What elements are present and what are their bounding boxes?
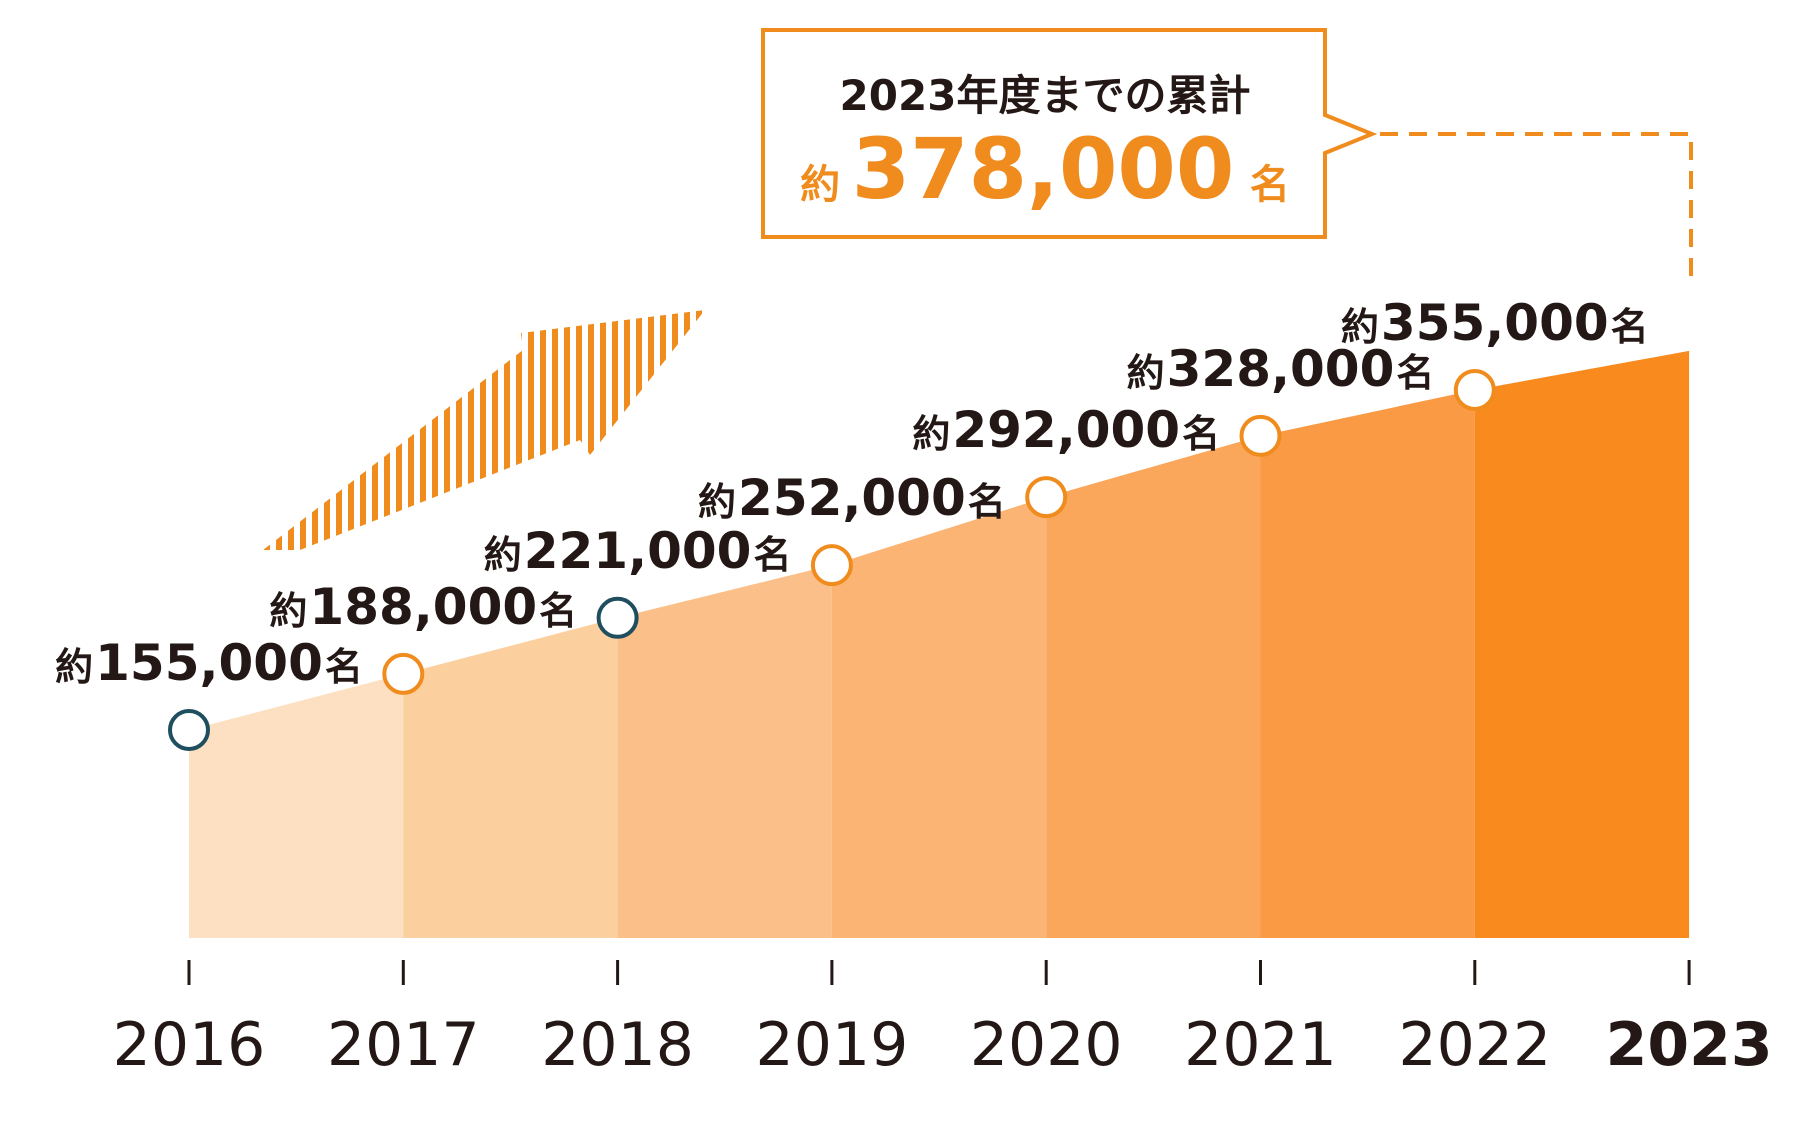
area-bands bbox=[189, 350, 1690, 938]
data-point-2016 bbox=[168, 709, 210, 751]
data-label-2017: 約188,000名 bbox=[269, 578, 577, 636]
x-tick-label-2023: 2023 bbox=[1606, 1010, 1773, 1080]
data-label-2018: 約221,000名 bbox=[484, 522, 792, 580]
data-label-2021: 約328,000名 bbox=[1127, 340, 1435, 398]
x-axis-ticks bbox=[187, 960, 1691, 985]
data-label-2020: 約292,000名 bbox=[912, 401, 1220, 459]
callout-title: 2023年度までの累計 bbox=[840, 71, 1251, 120]
cumulative-callout: 2023年度までの累計 約 378,000 名 bbox=[761, 28, 1693, 284]
area-band-2016 bbox=[189, 673, 404, 938]
callout-box bbox=[761, 28, 1378, 239]
data-point-2019 bbox=[810, 544, 853, 587]
area-band-2019 bbox=[831, 497, 1047, 938]
x-axis-labels: 2016 2017 2018 2019 2020 2021 2022 2023 bbox=[113, 1010, 1773, 1080]
area-band-2022 bbox=[1474, 350, 1690, 938]
data-markers bbox=[168, 369, 1496, 751]
area-band-2020 bbox=[1046, 435, 1261, 938]
x-tick-label-2016: 2016 bbox=[113, 1010, 266, 1080]
x-tick-label-2018: 2018 bbox=[541, 1010, 694, 1080]
data-point-2017 bbox=[382, 652, 425, 695]
x-tick-label-2021: 2021 bbox=[1184, 1010, 1337, 1080]
data-point-2021 bbox=[1239, 414, 1282, 457]
data-label-2022: 約355,000名 bbox=[1341, 294, 1649, 352]
x-tick-label-2022: 2022 bbox=[1398, 1010, 1551, 1080]
data-label-2016: 約155,000名 bbox=[55, 634, 363, 692]
callout-number: 378,000 bbox=[852, 120, 1235, 218]
data-point-2018 bbox=[596, 596, 639, 639]
data-point-2022 bbox=[1453, 369, 1496, 411]
callout-suffix: 名 bbox=[1250, 162, 1290, 208]
x-tick-label-2020: 2020 bbox=[970, 1010, 1123, 1080]
data-label-2019: 約252,000名 bbox=[698, 469, 1006, 527]
callout-connector-line bbox=[1380, 132, 1693, 284]
growth-arrow-decoration bbox=[263, 310, 705, 550]
callout-prefix: 約 bbox=[800, 162, 840, 208]
x-tick-label-2017: 2017 bbox=[327, 1010, 480, 1080]
data-point-2020 bbox=[1025, 476, 1068, 519]
callout-value: 約 378,000 名 bbox=[800, 120, 1290, 218]
area-band-2017 bbox=[403, 617, 618, 938]
x-tick-label-2019: 2019 bbox=[756, 1010, 909, 1080]
area-band-2018 bbox=[617, 565, 832, 938]
area-band-2021 bbox=[1260, 390, 1475, 938]
